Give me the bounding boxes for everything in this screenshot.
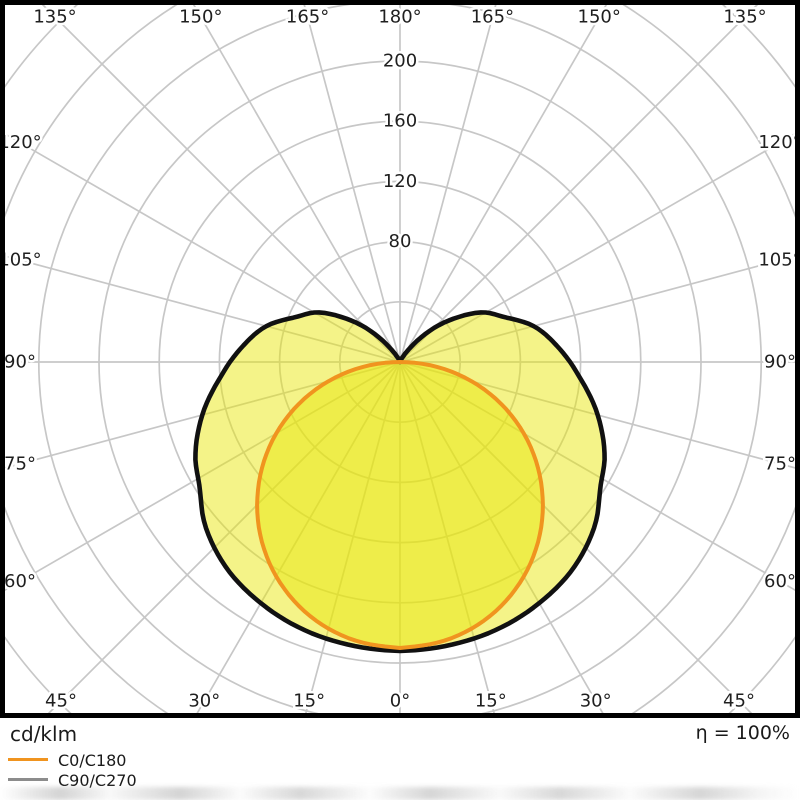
grid-spoke (399, 255, 795, 363)
legend-line-c0-c180-icon (8, 758, 48, 761)
grid-spoke (399, 361, 795, 592)
legend-label-c90-c270: C90/C270 (58, 771, 137, 790)
legend-label-c0-c180: C0/C180 (58, 751, 127, 770)
angle-label: 30° (580, 691, 612, 712)
angle-label: 60° (4, 571, 36, 592)
radial-label: 120 (383, 171, 417, 192)
cropped-row-artifact (0, 787, 800, 800)
angle-label: 180° (378, 7, 421, 28)
angle-label: 0° (390, 691, 410, 712)
grid-spoke (46, 361, 401, 714)
efficiency-label: η = 100% (695, 722, 790, 744)
grid-spoke (399, 5, 759, 363)
grid-spoke (399, 5, 608, 363)
grid-spoke (399, 132, 795, 363)
grid-spoke (399, 361, 496, 714)
radial-label: 200 (383, 51, 417, 72)
grid-spoke (41, 5, 401, 363)
angle-label: 135° (33, 7, 76, 28)
grid-spoke (5, 255, 401, 363)
angle-label: 135° (723, 7, 766, 28)
angle-label: 150° (179, 7, 222, 28)
series-c0-c180-fill (257, 362, 543, 648)
grid-spoke (5, 132, 401, 363)
series-c90-c270-fill (195, 312, 605, 651)
grid-spoke (303, 5, 401, 363)
polar-chart: 0° 15° 15° 30° 30° 45° 45° 60° 60° 75° 75° 90° 90° 10… (0, 0, 800, 718)
angle-label: 90° (4, 352, 36, 373)
angle-label: 90° (764, 352, 796, 373)
angle-label: 75° (764, 453, 796, 474)
grid-spoke (399, 361, 795, 469)
grid-spoke (195, 361, 401, 714)
angle-label: 15° (293, 691, 325, 712)
legend-line-c90-c270-icon (8, 778, 48, 781)
angle-label: 105° (0, 250, 42, 271)
chart-footer: cd/klm η = 100% C0/C180 C90/C270 (0, 718, 800, 800)
plot-frame (0, 0, 800, 718)
angle-label: 60° (764, 571, 796, 592)
grid-spoke (304, 361, 401, 714)
radial-label: 80 (389, 231, 412, 252)
grid-spoke (399, 361, 754, 714)
angle-label: 45° (723, 691, 755, 712)
legend: C0/C180 C90/C270 (0, 751, 400, 791)
angle-label: 165° (286, 7, 329, 28)
angle-label: 120° (0, 132, 42, 153)
grid-spoke (399, 361, 605, 714)
grid-spoke (399, 5, 497, 363)
series-c90-c270-curve (193, 310, 607, 654)
angle-label: 45° (45, 691, 77, 712)
angle-label: 30° (188, 691, 220, 712)
unit-label: cd/klm (10, 722, 78, 746)
legend-item-c90-c270: C90/C270 (0, 771, 400, 791)
radial-label: 160 (383, 111, 417, 132)
angle-label: 165° (471, 7, 514, 28)
angle-label: 150° (578, 7, 621, 28)
angle-label: 15° (475, 691, 507, 712)
legend-item-c0-c180: C0/C180 (0, 751, 400, 771)
series-c0-c180-curve (255, 360, 545, 650)
angle-label: 75° (4, 453, 36, 474)
grid-spoke (5, 361, 401, 469)
angle-label: 120° (758, 132, 800, 153)
grid-spoke (192, 5, 401, 363)
grid-spoke (5, 361, 401, 592)
angle-label: 105° (758, 250, 800, 271)
